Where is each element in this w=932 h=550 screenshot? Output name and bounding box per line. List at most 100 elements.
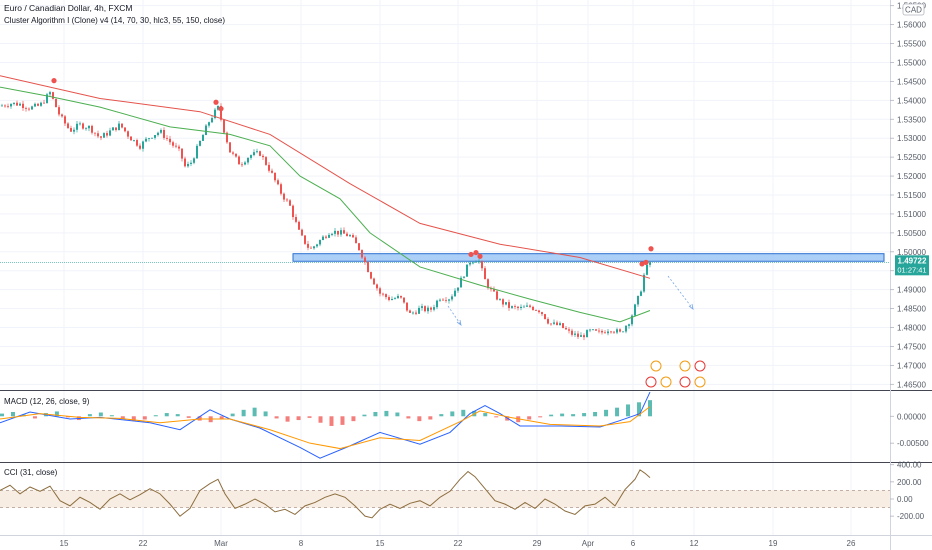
time-tick-label: 15 bbox=[376, 539, 385, 548]
price-pane[interactable] bbox=[0, 75, 890, 388]
candle-body bbox=[22, 103, 24, 108]
candle-body bbox=[292, 205, 294, 218]
macd-axis[interactable]: 0.00000 -0.00500 bbox=[890, 412, 929, 448]
candle-body bbox=[253, 152, 255, 156]
symbol-title[interactable]: Euro / Canadian Dollar, 4h, FXCM bbox=[4, 3, 133, 13]
earnings-icon[interactable] bbox=[650, 360, 662, 372]
macd-signal-line bbox=[0, 406, 651, 450]
resistance-zone[interactable] bbox=[292, 253, 885, 262]
macd-histogram-bar bbox=[219, 416, 224, 420]
price-tick-label: 1.47500 bbox=[897, 342, 926, 351]
cci-pane[interactable] bbox=[0, 469, 890, 519]
candle-body bbox=[220, 105, 222, 120]
cci-legend[interactable]: CCI (31, close) bbox=[4, 468, 58, 477]
candle-body bbox=[235, 153, 237, 157]
candle-body bbox=[469, 262, 471, 265]
macd-histogram-bar bbox=[450, 411, 455, 417]
candle-body bbox=[418, 307, 420, 314]
earnings-icon[interactable] bbox=[694, 376, 706, 388]
signal-dot bbox=[473, 249, 479, 256]
time-tick-label: 22 bbox=[454, 539, 463, 548]
candle-body bbox=[1, 105, 3, 107]
candle-body bbox=[643, 274, 645, 292]
cci-axis[interactable]: 400.00 200.00 0.00 -200.00 bbox=[890, 461, 925, 521]
candle-body bbox=[175, 145, 177, 147]
time-tick-label: 6 bbox=[631, 539, 636, 548]
candle-body bbox=[322, 236, 324, 241]
macd-histogram-bar bbox=[329, 416, 334, 426]
macd-histogram-bar bbox=[131, 416, 136, 422]
candle-body bbox=[13, 102, 15, 104]
candle-body bbox=[109, 130, 111, 136]
candle-body bbox=[130, 136, 132, 141]
candle-body bbox=[142, 141, 144, 149]
candle-body bbox=[166, 137, 168, 139]
candle-body bbox=[475, 261, 477, 263]
canada-flag-icon[interactable] bbox=[645, 376, 657, 388]
candle-body bbox=[280, 184, 282, 194]
candle-body bbox=[19, 103, 21, 106]
candle-body bbox=[313, 246, 315, 249]
candle-body bbox=[295, 217, 297, 222]
last-price-tag bbox=[895, 255, 929, 276]
currency-label: CAD bbox=[905, 6, 922, 15]
macd-histogram-bar bbox=[285, 416, 290, 422]
cci-tick-label: 0.00 bbox=[897, 495, 913, 504]
candle-body bbox=[145, 138, 147, 142]
candle-body bbox=[214, 109, 216, 119]
candle-body bbox=[502, 299, 504, 305]
canada-flag-icon[interactable] bbox=[679, 376, 691, 388]
earnings-icon[interactable] bbox=[679, 360, 691, 372]
candle-body bbox=[496, 291, 498, 300]
price-tick-label: 1.53500 bbox=[897, 115, 926, 124]
candle-body bbox=[232, 152, 234, 154]
candle-body bbox=[394, 298, 396, 300]
candle-body bbox=[124, 127, 126, 132]
candle-body bbox=[76, 123, 78, 130]
candle-body bbox=[583, 335, 585, 338]
candle-body bbox=[487, 279, 489, 289]
candle-body bbox=[598, 330, 600, 332]
event-icons[interactable] bbox=[645, 360, 706, 388]
macd-histogram-bar bbox=[230, 413, 235, 417]
macd-histogram-bar bbox=[142, 416, 147, 420]
price-tick-label: 1.51500 bbox=[897, 191, 926, 200]
macd-legend[interactable]: MACD (12, 26, close, 9) bbox=[4, 397, 90, 406]
candle-body bbox=[550, 323, 552, 325]
candle-body bbox=[361, 250, 363, 258]
candle-body bbox=[274, 172, 276, 181]
macd-histogram-bar bbox=[615, 407, 620, 417]
candle-body bbox=[442, 299, 444, 301]
candle-body bbox=[88, 125, 90, 129]
candle-body bbox=[10, 103, 12, 107]
canada-flag-icon[interactable] bbox=[694, 360, 706, 372]
earnings-icon[interactable] bbox=[660, 376, 672, 388]
signal-dots bbox=[51, 78, 654, 267]
candle-body bbox=[97, 133, 99, 137]
time-tick-label: Apr bbox=[582, 539, 595, 548]
candle-body bbox=[262, 155, 264, 158]
candle-body bbox=[646, 264, 648, 275]
macd-histogram-bar bbox=[87, 414, 92, 417]
candle-body bbox=[190, 162, 192, 164]
candle-body bbox=[184, 158, 186, 167]
macd-histogram-bar bbox=[351, 416, 356, 422]
macd-histogram-bar bbox=[109, 415, 114, 417]
candle-body bbox=[256, 151, 258, 153]
indicator-legend[interactable]: Cluster Algorithm I (Clone) v4 (14, 70, … bbox=[4, 16, 225, 25]
price-tick-label: 1.50000 bbox=[897, 248, 926, 257]
time-axis[interactable]: 15 22 Mar 8 15 22 29 Apr 6 12 19 26 bbox=[60, 539, 856, 548]
candle-body bbox=[355, 237, 357, 244]
candle-body bbox=[316, 244, 318, 247]
macd-pane[interactable] bbox=[0, 391, 652, 459]
candle-body bbox=[439, 299, 441, 301]
macd-histogram-bar bbox=[593, 411, 598, 417]
price-tick-label: 1.52500 bbox=[897, 153, 926, 162]
candle-body bbox=[514, 306, 516, 307]
candle-body bbox=[115, 127, 117, 131]
currency-badge[interactable] bbox=[902, 3, 925, 16]
candle-body bbox=[562, 323, 564, 329]
candle-body bbox=[409, 310, 411, 313]
candle-body bbox=[46, 94, 48, 104]
macd-histogram-bar bbox=[120, 416, 125, 419]
